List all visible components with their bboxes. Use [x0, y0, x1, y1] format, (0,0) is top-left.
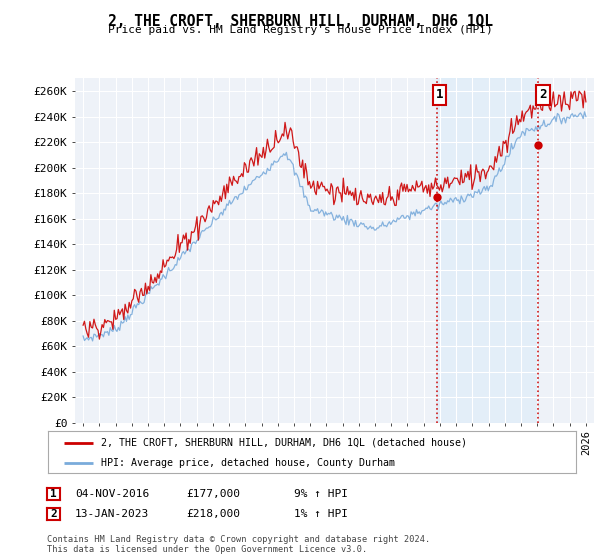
- Text: 1: 1: [436, 88, 443, 101]
- Text: £218,000: £218,000: [186, 509, 240, 519]
- Text: Price paid vs. HM Land Registry's House Price Index (HPI): Price paid vs. HM Land Registry's House …: [107, 25, 493, 35]
- Text: 2: 2: [50, 509, 57, 519]
- Text: 2, THE CROFT, SHERBURN HILL, DURHAM, DH6 1QL: 2, THE CROFT, SHERBURN HILL, DURHAM, DH6…: [107, 14, 493, 29]
- Text: £177,000: £177,000: [186, 489, 240, 499]
- Text: 2: 2: [539, 88, 547, 101]
- Text: 04-NOV-2016: 04-NOV-2016: [75, 489, 149, 499]
- Text: 1: 1: [50, 489, 57, 499]
- Text: Contains HM Land Registry data © Crown copyright and database right 2024.
This d: Contains HM Land Registry data © Crown c…: [47, 535, 430, 554]
- Text: 9% ↑ HPI: 9% ↑ HPI: [294, 489, 348, 499]
- Bar: [437, 78, 538, 423]
- Text: 2, THE CROFT, SHERBURN HILL, DURHAM, DH6 1QL (detached house): 2, THE CROFT, SHERBURN HILL, DURHAM, DH6…: [101, 437, 467, 447]
- Text: 1% ↑ HPI: 1% ↑ HPI: [294, 509, 348, 519]
- Text: 13-JAN-2023: 13-JAN-2023: [75, 509, 149, 519]
- Text: HPI: Average price, detached house, County Durham: HPI: Average price, detached house, Coun…: [101, 458, 395, 468]
